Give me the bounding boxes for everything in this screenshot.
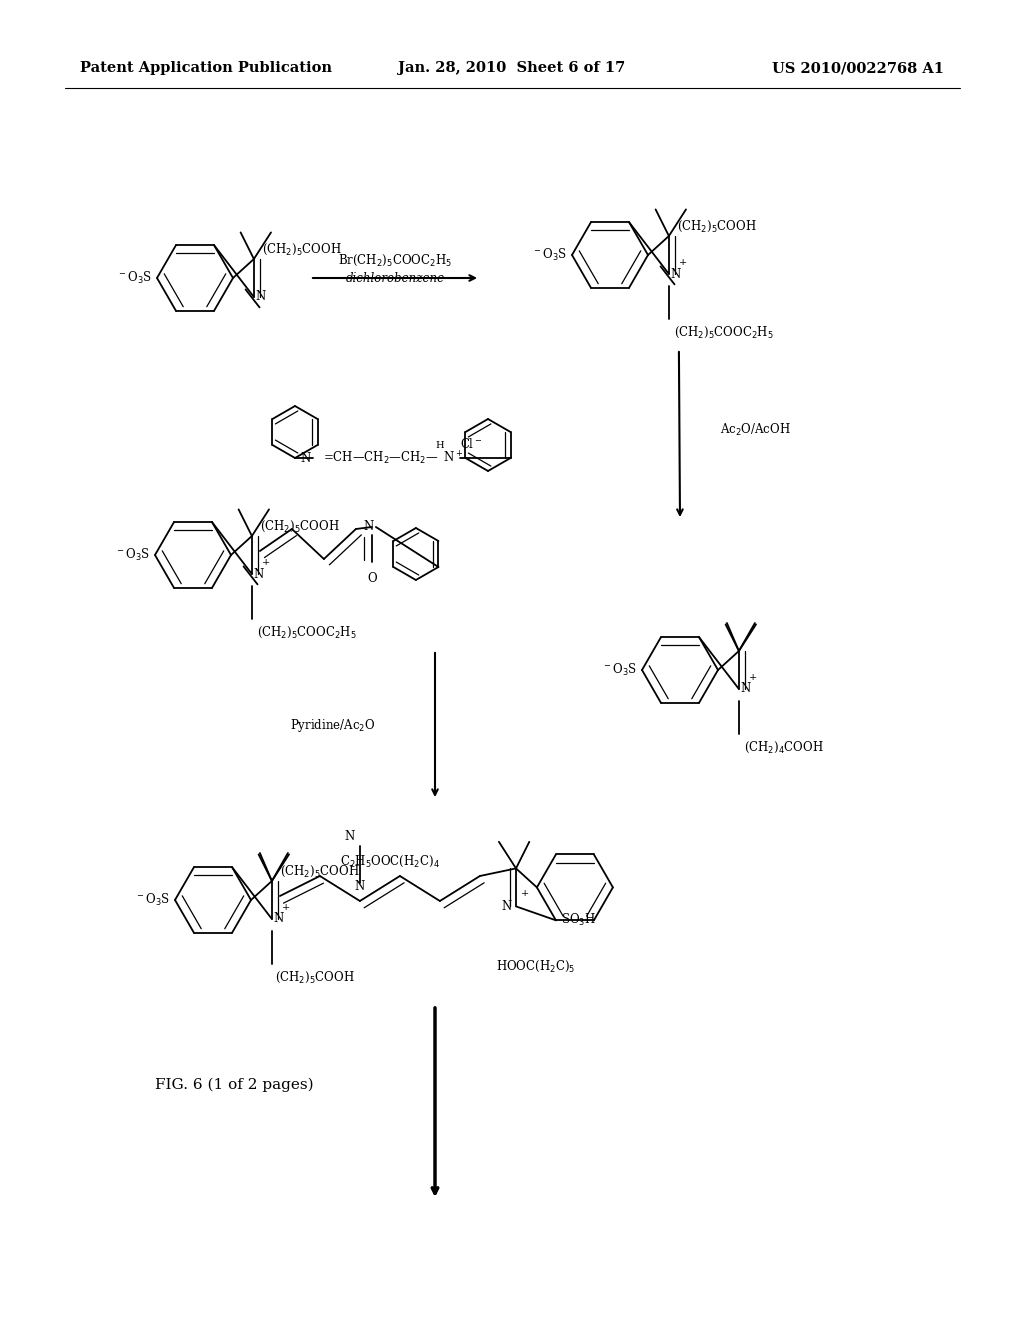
Text: (CH$_2$)$_5$COOH: (CH$_2$)$_5$COOH — [677, 218, 757, 234]
Text: FIG. 6 (1 of 2 pages): FIG. 6 (1 of 2 pages) — [155, 1078, 313, 1092]
Text: SO$_3$H: SO$_3$H — [561, 912, 596, 928]
Text: N: N — [671, 268, 681, 281]
Text: Br(CH$_2$)$_5$COOC$_2$H$_5$: Br(CH$_2$)$_5$COOC$_2$H$_5$ — [338, 252, 452, 268]
Text: Ac$_2$O/AcOH: Ac$_2$O/AcOH — [720, 422, 791, 438]
Text: $^-$O$_3$S: $^-$O$_3$S — [115, 546, 150, 564]
Text: (CH$_2$)$_5$COOC$_2$H$_5$: (CH$_2$)$_5$COOC$_2$H$_5$ — [674, 325, 773, 339]
Text: $^-$O$_3$S: $^-$O$_3$S — [602, 661, 637, 678]
Text: US 2010/0022768 A1: US 2010/0022768 A1 — [772, 61, 944, 75]
Text: N: N — [300, 451, 310, 465]
Text: H: H — [435, 441, 444, 450]
Text: +: + — [679, 259, 687, 267]
Text: (CH$_2$)$_5$COOH: (CH$_2$)$_5$COOH — [280, 863, 359, 879]
Text: (CH$_2$)$_5$COOH: (CH$_2$)$_5$COOH — [260, 519, 340, 533]
Text: dichlorobenzene: dichlorobenzene — [345, 272, 444, 285]
Text: +: + — [521, 888, 529, 898]
Text: N: N — [254, 568, 264, 581]
Text: N: N — [273, 912, 284, 925]
Text: Jan. 28, 2010  Sheet 6 of 17: Jan. 28, 2010 Sheet 6 of 17 — [398, 61, 626, 75]
Text: N: N — [345, 829, 355, 842]
Text: $^-$O$_3$S: $^-$O$_3$S — [531, 247, 567, 263]
Text: $^-$O$_3$S: $^-$O$_3$S — [117, 271, 152, 286]
Text: =CH—CH$_2$—CH$_2$—: =CH—CH$_2$—CH$_2$— — [323, 450, 438, 466]
Text: HOOC(H$_2$C)$_5$: HOOC(H$_2$C)$_5$ — [496, 958, 575, 974]
Text: (CH$_2$)$_5$COOH: (CH$_2$)$_5$COOH — [274, 969, 354, 985]
Text: Cl$^-$: Cl$^-$ — [460, 437, 482, 451]
Text: N: N — [256, 290, 266, 304]
Text: Patent Application Publication: Patent Application Publication — [80, 61, 332, 75]
Text: +: + — [262, 558, 270, 568]
Text: Pyridine/Ac$_2$O: Pyridine/Ac$_2$O — [290, 717, 376, 734]
Text: N: N — [502, 900, 512, 913]
Text: $^-$O$_3$S: $^-$O$_3$S — [135, 892, 170, 908]
Text: N: N — [364, 520, 374, 533]
Text: (CH$_2$)$_4$COOH: (CH$_2$)$_4$COOH — [743, 739, 823, 755]
Text: N: N — [354, 880, 365, 894]
Text: +: + — [283, 903, 291, 912]
Text: C$_2$H$_5$OOC(H$_2$C)$_4$: C$_2$H$_5$OOC(H$_2$C)$_4$ — [340, 854, 439, 869]
Text: +: + — [750, 673, 758, 682]
Text: N: N — [741, 682, 752, 696]
Text: N$^+$: N$^+$ — [443, 450, 463, 466]
Text: (CH$_2$)$_5$COOH: (CH$_2$)$_5$COOH — [262, 242, 342, 256]
Text: O: O — [367, 572, 377, 585]
Text: (CH$_2$)$_5$COOC$_2$H$_5$: (CH$_2$)$_5$COOC$_2$H$_5$ — [257, 624, 356, 640]
